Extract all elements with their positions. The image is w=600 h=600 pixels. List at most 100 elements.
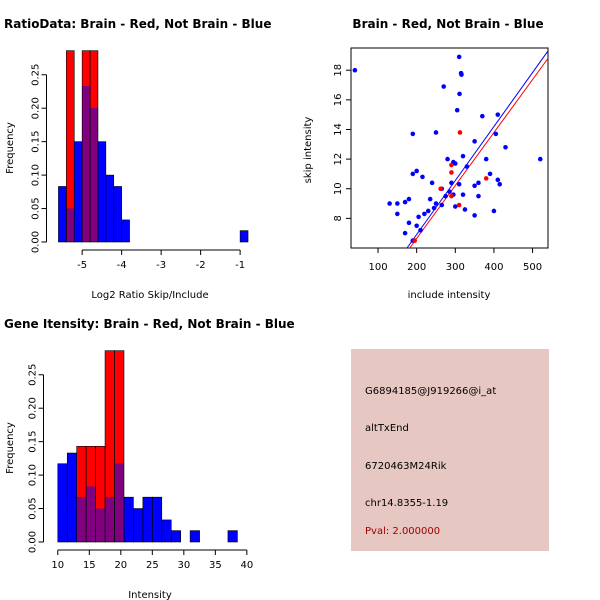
scatter-point-brain — [412, 238, 418, 243]
probe-id: G6894185@J919266@i_at — [365, 386, 497, 397]
scatter-point-not-brain — [459, 72, 464, 77]
intensity-histogram-panel: Gene Itensity: Brain - Red, Not Brain - … — [4, 317, 295, 600]
scatter-point-not-brain — [495, 177, 501, 183]
scatter-point-not-brain — [476, 193, 481, 199]
scatter-y-tick-label: 12 — [333, 153, 344, 166]
ratio-histogram-y-tick-label: 0.25 — [31, 64, 42, 86]
scatter-point-brain — [449, 193, 454, 199]
ratio-histogram-title: RatioData: Brain - Red, Not Brain - Blue — [4, 17, 271, 31]
ratio-histogram-not-brain-bar — [58, 186, 67, 242]
gene-info-panel: G6894185@J919266@i_at altTxEnd 6720463M2… — [351, 349, 549, 551]
intensity-histogram-bar-outline — [189, 530, 200, 543]
scatter-x-tick-label: 200 — [407, 262, 426, 273]
scatter-point-not-brain — [395, 211, 400, 217]
ratio-histogram-y-tick-label: 0.00 — [31, 231, 42, 253]
scatter-ylabel: skip intensity — [303, 117, 314, 184]
scatter-point-not-brain — [480, 113, 485, 119]
intensity-histogram-x-tick-label: 20 — [114, 560, 127, 571]
intensity-histogram-ylabel: Frequency — [5, 422, 16, 474]
gene-name: 6720463M24Rik — [365, 461, 447, 472]
scatter-fit-lines — [406, 50, 549, 249]
intensity-histogram-x-tick-label: 15 — [83, 560, 96, 571]
ratio-histogram-bars — [58, 50, 249, 243]
intensity-histogram-overlap-bar — [76, 497, 87, 542]
scatter-point-not-brain — [425, 208, 431, 214]
scatter-point-not-brain — [445, 156, 450, 162]
ratio-histogram-not-brain-bar — [121, 219, 130, 242]
scatter-fit-line-brain — [409, 58, 549, 249]
scatter-point-not-brain — [476, 180, 481, 186]
scatter-point-not-brain — [495, 112, 501, 117]
scatter-point-not-brain — [420, 174, 425, 180]
intensity-histogram-not-brain-bar — [190, 530, 200, 542]
scatter-point-not-brain — [352, 67, 358, 73]
intensity-histogram-y-tick-label: 0.25 — [28, 364, 39, 386]
scatter-point-not-brain — [422, 211, 427, 217]
scatter-point-not-brain — [464, 164, 470, 169]
scatter-point-brain — [457, 130, 463, 135]
ratio-histogram-y-tick-label: 0.20 — [31, 97, 42, 119]
scatter-point-not-brain — [452, 204, 458, 209]
scatter-point-not-brain — [472, 183, 477, 189]
scatter-point-not-brain — [410, 171, 416, 177]
ratio-histogram-not-brain-bar — [97, 141, 106, 242]
scatter-point-not-brain — [431, 205, 437, 211]
scatter-point-not-brain — [441, 84, 447, 89]
intensity-histogram-x-tick-label: 35 — [209, 560, 222, 571]
intensity-histogram-brain-bar — [114, 350, 124, 542]
scatter-point-not-brain — [414, 223, 419, 229]
intensity-histogram-not-brain-bar — [227, 530, 238, 542]
intensity-histogram-overlap-bar — [114, 463, 124, 542]
intensity-histogram-y-tick-label: 0.00 — [28, 531, 39, 553]
scatter-point-not-brain — [443, 193, 448, 199]
scatter-point-not-brain — [487, 171, 493, 177]
intensity-histogram-not-brain-bar — [161, 519, 172, 542]
intensity-histogram-not-brain-bar — [152, 497, 162, 542]
scatter-point-not-brain — [456, 181, 462, 187]
intensity-histogram-bar-outline — [170, 530, 181, 543]
scatter-fit-line-not-brain — [406, 50, 549, 249]
scatter-point-not-brain — [457, 91, 462, 97]
intensity-histogram-not-brain-bar — [123, 497, 134, 542]
scatter-xlabel: include intensity — [408, 290, 491, 301]
ratio-histogram-bar-outline — [113, 186, 122, 243]
intensity-histogram-x-tick-label: 40 — [240, 560, 253, 571]
scatter-point-not-brain — [472, 213, 477, 218]
ratio-histogram-x-tick-label: -5 — [77, 260, 87, 271]
ratio-histogram-bar-outline — [121, 219, 130, 243]
ratio-histogram-panel: RatioData: Brain - Red, Not Brain - Blue… — [4, 17, 271, 301]
scatter-point-not-brain — [402, 230, 408, 236]
intensity-histogram-bars — [57, 350, 238, 543]
scatter-y-tick-label: 16 — [333, 93, 344, 106]
scatter-y-tick-label: 10 — [333, 182, 344, 195]
scatter-panel: Brain - Red, Not Brain - Blue include in… — [303, 17, 549, 301]
intensity-histogram-brain-bar — [76, 446, 87, 542]
ratio-histogram-x-tick-label: -2 — [196, 260, 206, 271]
intensity-histogram-overlap-bar — [105, 497, 115, 542]
intensity-histogram-x-tick-label: 30 — [177, 560, 190, 571]
scatter-point-not-brain — [433, 201, 439, 206]
ratio-histogram-not-brain-bar — [113, 186, 122, 242]
scatter-point-not-brain — [537, 156, 543, 162]
scatter-point-not-brain — [454, 107, 460, 113]
scatter-point-not-brain — [410, 131, 416, 137]
intensity-histogram-not-brain-bar — [171, 530, 181, 542]
ratio-histogram-overlap-bar — [90, 108, 98, 242]
scatter-point-not-brain — [462, 207, 468, 212]
intensity-histogram-not-brain-bar — [133, 508, 143, 542]
scatter-y-tick-label: 18 — [333, 64, 344, 77]
ratio-histogram-x-tick-label: -3 — [156, 260, 166, 271]
ratio-histogram-not-brain-bar — [240, 230, 249, 242]
scatter-point-not-brain — [439, 202, 445, 208]
scatter-axes: 100 200 300 400 500 8 10 12 14 16 18 — [333, 64, 542, 273]
scatter-point-brain — [483, 176, 489, 181]
scatter-point-not-brain — [460, 192, 466, 197]
ratio-histogram-ylabel: Frequency — [5, 122, 16, 174]
intensity-histogram-brain-bar — [105, 350, 115, 542]
ratio-histogram-not-brain-bar — [105, 175, 114, 242]
scatter-y-tick-label: 8 — [333, 215, 344, 221]
scatter-point-brain — [456, 202, 462, 208]
scatter-point-not-brain — [491, 208, 497, 214]
scatter-point-brain — [449, 170, 454, 175]
